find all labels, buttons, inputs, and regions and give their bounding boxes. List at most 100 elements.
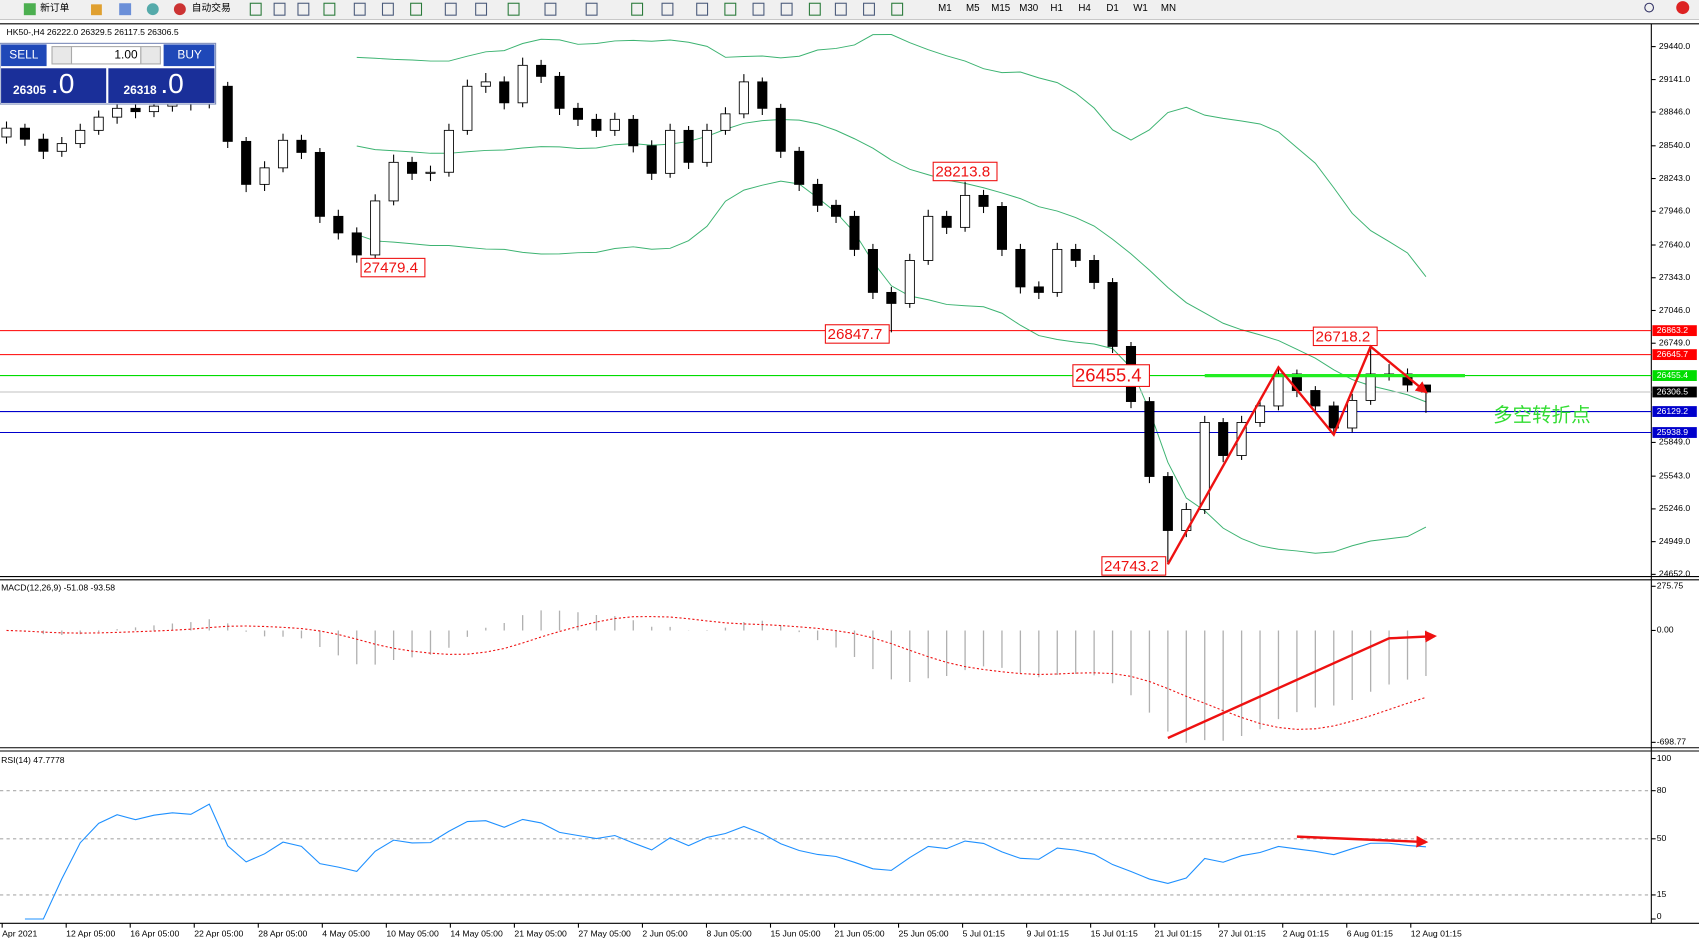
tool-icon[interactable] <box>353 2 366 16</box>
tool-icon[interactable] <box>249 2 262 16</box>
candle-body <box>1273 373 1284 407</box>
x-tick-label: 12 Aug 01:15 <box>1411 928 1462 938</box>
tool-icon[interactable] <box>661 2 674 16</box>
y-tick-label: 27946.0 <box>1659 206 1690 216</box>
tool-icon[interactable] <box>724 2 737 16</box>
price-annotation: 26847.7 <box>828 326 883 343</box>
y-tick-label: 28243.0 <box>1659 173 1690 183</box>
timeframe-button[interactable]: M30 <box>1019 3 1039 14</box>
candle-body <box>351 232 362 256</box>
notification-icon[interactable] <box>1676 1 1690 15</box>
y-tick-label: 28540.0 <box>1659 140 1690 150</box>
timeframe-button[interactable]: M5 <box>966 3 980 14</box>
y-tick-label: 25849.0 <box>1659 437 1690 447</box>
candle-body <box>296 139 307 153</box>
x-tick-label: 27 Jul 01:15 <box>1219 928 1266 938</box>
lot-value: 1.00 <box>114 47 138 61</box>
note-text: 多空转折点 <box>1493 404 1591 426</box>
candle-body <box>904 260 915 304</box>
tool-icon[interactable] <box>696 2 709 16</box>
timeframe-button[interactable]: M1 <box>938 3 952 14</box>
icon[interactable] <box>119 3 132 16</box>
x-tick-label: 8 Jun 05:00 <box>706 928 751 938</box>
timeframe-button[interactable]: H1 <box>1050 3 1062 14</box>
level-tag <box>1652 370 1697 382</box>
candle-body <box>960 194 971 228</box>
tool-icon[interactable] <box>834 2 847 16</box>
price-annotation-box <box>1312 326 1378 347</box>
tool-icon[interactable] <box>381 2 394 16</box>
candle-body <box>1328 405 1339 429</box>
candle-body <box>1015 248 1026 288</box>
price-tail: .0 <box>160 67 183 99</box>
tool-icon[interactable] <box>891 2 904 16</box>
tool-icon[interactable] <box>780 2 793 16</box>
timeframe-button[interactable]: D1 <box>1106 3 1118 14</box>
macd-arrow <box>1167 630 1437 740</box>
candle-body <box>314 151 325 217</box>
buy-price[interactable]: 26318 .0 <box>108 67 215 103</box>
candle-body <box>1 127 12 138</box>
price-tail: .0 <box>51 67 74 99</box>
candle-body <box>148 105 160 113</box>
tool-icon[interactable] <box>297 2 310 16</box>
timeframe-button[interactable]: W1 <box>1133 3 1148 14</box>
lot-up[interactable] <box>140 46 161 65</box>
level-tag <box>1652 386 1697 398</box>
candle-body <box>259 167 270 185</box>
candle-body <box>1107 282 1118 347</box>
price-annotation: 28213.8 <box>935 164 990 181</box>
candle-body <box>1162 476 1173 531</box>
y-tick-label: 24949.0 <box>1659 536 1690 546</box>
lot-down[interactable] <box>51 46 73 65</box>
tool-icon[interactable] <box>444 2 457 16</box>
tool-icon[interactable] <box>507 2 520 16</box>
bollinger-band <box>356 34 1427 278</box>
level-tag-label: 26645.7 <box>1657 349 1688 359</box>
x-tick-label: 2 Jun 05:00 <box>642 928 687 938</box>
tool-icon[interactable] <box>323 2 336 16</box>
candle-body <box>996 205 1007 250</box>
tool-icon[interactable] <box>863 2 875 16</box>
buy-button[interactable]: BUY <box>163 44 215 67</box>
bollinger-band <box>356 119 1427 403</box>
sell-button[interactable]: SELL <box>1 44 47 67</box>
candle-body <box>56 143 67 152</box>
icon <box>23 3 36 16</box>
icon[interactable] <box>146 3 159 16</box>
timeframe-button[interactable]: MN <box>1161 3 1176 14</box>
tool-icon[interactable] <box>808 2 821 16</box>
candle-body <box>554 75 565 109</box>
price-annotation-box <box>1072 364 1150 387</box>
sell-price[interactable]: 26305 .0 <box>1 67 107 103</box>
tool-icon[interactable] <box>752 2 765 16</box>
y-tick-label: 26749.0 <box>1659 338 1690 348</box>
tool-icon[interactable] <box>585 2 598 16</box>
search-icon[interactable] <box>1644 2 1655 13</box>
icon[interactable] <box>91 4 102 16</box>
tool-icon[interactable] <box>410 2 423 16</box>
x-tick-label: 2 Aug 01:15 <box>1283 928 1329 938</box>
level-tag <box>1652 406 1697 417</box>
candle-body <box>1365 373 1376 401</box>
tool-icon[interactable] <box>475 2 488 16</box>
x-tick-label: 10 May 05:00 <box>386 928 439 938</box>
toolbar: 新订单 自动交易 M1 M5 M15 M30 H1 H4 D1 W1 MN <box>0 0 1699 21</box>
price-annotation-box <box>360 257 426 278</box>
candle-body <box>701 129 713 163</box>
tool-icon[interactable] <box>544 2 557 16</box>
candle-body <box>333 215 344 234</box>
rsi-arrow <box>1296 835 1429 848</box>
timeframe-button[interactable]: H4 <box>1078 3 1091 14</box>
price-annotation: 24743.2 <box>1104 558 1159 575</box>
new-order-button[interactable]: 新订单 <box>23 1 70 16</box>
y-tick-label: 0.00 <box>1657 625 1674 635</box>
tool-icon[interactable] <box>273 2 286 16</box>
timeframe-button[interactable]: M15 <box>991 3 1011 14</box>
axes: 29440.0 29141.0 28846.0 28540.0 28243.0 27946… <box>1 41 1697 938</box>
x-tick-label: 5 Jul 01:15 <box>963 928 1006 938</box>
tool-icon[interactable] <box>631 2 644 16</box>
x-tick-label: 21 Jun 05:00 <box>835 928 885 938</box>
auto-trading-button[interactable]: 自动交易 <box>173 1 231 16</box>
